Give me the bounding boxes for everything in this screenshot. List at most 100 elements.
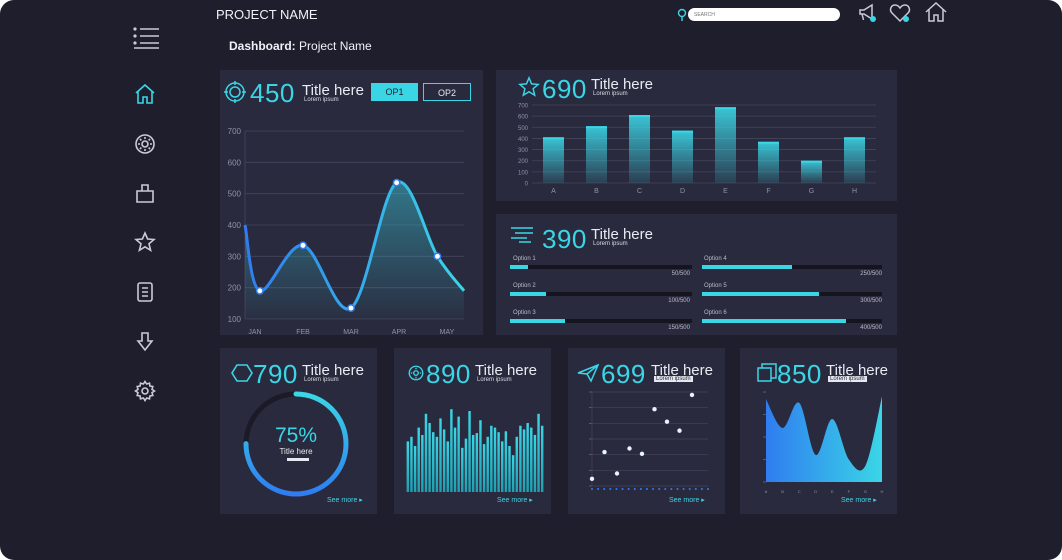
search-pin-icon [676, 8, 688, 22]
bar [461, 447, 464, 492]
bar-cap [801, 160, 822, 163]
data-point [433, 252, 442, 261]
x-tick-dot [682, 488, 685, 490]
x-tick-dot [621, 488, 624, 490]
option-progress-bar [702, 292, 882, 296]
data-point [589, 476, 595, 482]
data-point [639, 451, 645, 457]
card-title: Title here [826, 362, 888, 379]
bar [497, 432, 500, 492]
y-tick-label: 600 [228, 158, 242, 167]
scatter-chart [589, 391, 709, 490]
option-progress-bar [702, 265, 882, 269]
kpi-number: 890 [426, 359, 471, 389]
data-point [347, 304, 355, 312]
bar [468, 411, 471, 492]
card-subtitle: Lorem ipsum [593, 91, 628, 97]
y-tick-label: 200 [518, 159, 529, 165]
donut-arc [243, 391, 349, 497]
settings-icon[interactable] [133, 379, 157, 403]
x-tick-dot [688, 488, 691, 490]
x-tick-label: MAY [440, 329, 455, 335]
bar-cap [715, 107, 736, 110]
bar [540, 425, 544, 492]
megaphone-icon[interactable] [857, 2, 879, 24]
bar [428, 423, 431, 492]
bar [629, 115, 650, 183]
x-tick-dot [658, 488, 661, 490]
x-tick-dot [707, 488, 709, 490]
breadcrumb-section: Dashboard: [229, 39, 296, 53]
kpi-number: 390 [542, 224, 587, 254]
bar [758, 141, 779, 183]
bar [424, 413, 428, 492]
option-value: 400/500 [860, 325, 882, 331]
bar-cap [758, 141, 779, 144]
x-tick-dot [670, 488, 673, 490]
x-tick-dot [591, 488, 593, 490]
x-tick-dot [597, 488, 600, 490]
see-more-label: See more [669, 497, 700, 504]
lines-icon [510, 226, 536, 244]
x-tick-dot [627, 488, 630, 490]
y-tick-label: 400 [228, 221, 242, 230]
option-progress-fill [702, 319, 846, 323]
option-label: Option 2 [513, 283, 536, 289]
x-tick-label: E [831, 489, 834, 494]
area-card: 850 Title here Lorem ipsum A B C D E F G H See … [740, 348, 897, 514]
card-subtitle: Lorem ipsum [593, 241, 628, 247]
bar [432, 432, 435, 492]
box-icon[interactable] [133, 181, 157, 205]
dial-icon[interactable] [133, 132, 157, 156]
bar [464, 438, 468, 492]
bar [715, 107, 736, 183]
x-tick-label: B [781, 489, 784, 494]
bar [435, 436, 439, 492]
card-title: Title here [475, 362, 537, 379]
heart-icon[interactable] [889, 2, 913, 24]
breadcrumb: Dashboard: Project Name [229, 39, 372, 53]
x-tick-dot [615, 488, 618, 490]
see-more-link[interactable]: See more ▸ [497, 497, 533, 504]
data-point [677, 428, 682, 433]
data-point [664, 419, 670, 424]
home-icon[interactable] [133, 82, 157, 106]
donut-chart [243, 391, 349, 497]
bar-chart-card: 690 Title here Lorem ipsum 0 100 200 300 400… [496, 70, 897, 201]
card-title: Title here [651, 362, 713, 379]
y-tick-label: 500 [228, 190, 242, 199]
y-tick-label: 600 [518, 115, 529, 121]
bar [511, 455, 515, 492]
search-input[interactable] [688, 8, 840, 21]
home-header-icon[interactable] [924, 1, 948, 23]
bar [457, 416, 460, 492]
card-subtitle: Lorem ipsum [304, 97, 339, 103]
star-icon[interactable] [133, 230, 157, 254]
y-tick-label: 200 [228, 284, 242, 293]
bar [519, 425, 522, 492]
x-tick-label: MAR [343, 329, 359, 335]
x-tick-label: H [881, 489, 884, 494]
see-more-link[interactable]: See more ▸ [327, 497, 363, 504]
bar-cap [629, 115, 650, 118]
card-subtitle: Lorem ipsum [828, 376, 867, 382]
see-more-label: See more [327, 497, 358, 504]
dial-small-icon [407, 364, 425, 382]
data-point [627, 446, 632, 451]
y-tick-label: 100 [518, 170, 529, 176]
bar [493, 427, 497, 492]
bar [413, 446, 417, 492]
see-more-link[interactable]: See more ▸ [841, 497, 877, 504]
kpi-number: 790 [253, 359, 298, 389]
kpi-number: 450 [250, 78, 295, 108]
download-icon[interactable] [133, 330, 157, 354]
bars-card: 890 Title here Lorem ipsum See more ▸ [394, 348, 551, 514]
op2-button[interactable]: OP2 [423, 83, 471, 101]
see-more-link[interactable]: See more ▸ [669, 497, 705, 504]
document-icon[interactable] [133, 280, 157, 304]
bar [508, 446, 511, 492]
op1-button[interactable]: OP1 [371, 83, 418, 101]
menu-icon[interactable] [131, 26, 161, 50]
option-value: 50/500 [671, 271, 690, 277]
option-progress-bar [510, 265, 692, 269]
